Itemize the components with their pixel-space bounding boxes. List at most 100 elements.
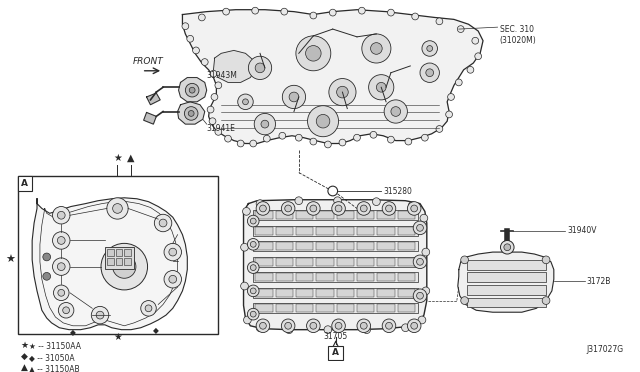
Circle shape: [96, 311, 104, 319]
Circle shape: [92, 307, 109, 324]
Circle shape: [43, 253, 51, 261]
Circle shape: [186, 83, 199, 97]
Circle shape: [211, 94, 218, 100]
Bar: [116, 258, 122, 265]
Bar: [276, 211, 293, 219]
Circle shape: [472, 37, 479, 44]
Circle shape: [408, 202, 421, 215]
Text: ▲ -- 31150AB: ▲ -- 31150AB: [29, 363, 80, 372]
Circle shape: [58, 302, 74, 318]
Bar: [296, 258, 314, 266]
Circle shape: [169, 275, 177, 283]
Circle shape: [101, 243, 148, 290]
Bar: [378, 289, 395, 297]
Circle shape: [420, 63, 440, 83]
Circle shape: [260, 205, 266, 212]
Circle shape: [436, 18, 443, 25]
Polygon shape: [143, 112, 156, 124]
Circle shape: [256, 319, 269, 333]
Circle shape: [382, 319, 396, 333]
Bar: [378, 227, 395, 235]
Bar: [357, 258, 374, 266]
Bar: [253, 211, 418, 220]
Circle shape: [250, 140, 257, 147]
Circle shape: [279, 132, 285, 139]
Circle shape: [384, 100, 408, 123]
Text: 31943M: 31943M: [207, 71, 237, 80]
Circle shape: [169, 248, 177, 256]
Circle shape: [285, 323, 292, 329]
Circle shape: [422, 41, 438, 56]
Text: 31940V: 31940V: [568, 226, 597, 235]
Bar: [357, 304, 374, 312]
Bar: [357, 211, 374, 219]
Bar: [397, 258, 415, 266]
Circle shape: [264, 135, 270, 142]
Bar: [253, 288, 418, 298]
Bar: [296, 304, 314, 312]
Circle shape: [413, 289, 427, 302]
Text: A: A: [21, 179, 28, 188]
Circle shape: [193, 47, 200, 54]
Bar: [337, 273, 354, 281]
Circle shape: [308, 106, 339, 137]
Circle shape: [241, 243, 248, 251]
Bar: [397, 243, 415, 250]
Bar: [316, 289, 333, 297]
Polygon shape: [178, 102, 205, 124]
Circle shape: [461, 297, 468, 304]
Circle shape: [391, 107, 401, 116]
Circle shape: [363, 326, 371, 334]
Circle shape: [388, 136, 394, 143]
Circle shape: [159, 219, 167, 227]
Circle shape: [243, 99, 248, 105]
Bar: [255, 304, 273, 312]
Circle shape: [243, 208, 250, 215]
Text: ◆: ◆: [20, 352, 28, 361]
Circle shape: [420, 214, 428, 222]
Circle shape: [467, 67, 474, 73]
Circle shape: [225, 135, 232, 142]
Circle shape: [360, 205, 367, 212]
Circle shape: [250, 288, 256, 294]
Circle shape: [408, 202, 416, 209]
Circle shape: [417, 259, 424, 265]
Bar: [124, 258, 131, 265]
Bar: [397, 227, 415, 235]
Circle shape: [107, 198, 128, 219]
Bar: [296, 227, 314, 235]
Circle shape: [285, 326, 293, 334]
Bar: [316, 227, 333, 235]
Circle shape: [248, 56, 271, 80]
Circle shape: [332, 319, 346, 333]
Circle shape: [339, 139, 346, 146]
Circle shape: [427, 46, 433, 51]
Circle shape: [330, 9, 336, 16]
Bar: [124, 249, 131, 256]
Bar: [378, 211, 395, 219]
Bar: [296, 211, 314, 219]
Circle shape: [413, 255, 427, 269]
Circle shape: [357, 202, 371, 215]
Text: ★: ★: [113, 331, 122, 341]
Circle shape: [542, 297, 550, 304]
Circle shape: [475, 53, 481, 60]
Circle shape: [332, 202, 346, 215]
Bar: [296, 243, 314, 250]
Text: A: A: [332, 349, 339, 357]
Circle shape: [408, 319, 421, 333]
Circle shape: [256, 202, 269, 215]
Bar: [255, 273, 273, 281]
Circle shape: [54, 285, 69, 301]
Circle shape: [281, 8, 287, 15]
Bar: [253, 304, 418, 313]
Circle shape: [417, 224, 424, 231]
Circle shape: [413, 221, 427, 235]
Circle shape: [411, 205, 417, 212]
Text: ▲: ▲: [20, 363, 28, 372]
Bar: [378, 273, 395, 281]
Bar: [253, 272, 418, 282]
Circle shape: [248, 308, 259, 320]
Text: 31705: 31705: [324, 331, 348, 341]
Bar: [337, 211, 354, 219]
